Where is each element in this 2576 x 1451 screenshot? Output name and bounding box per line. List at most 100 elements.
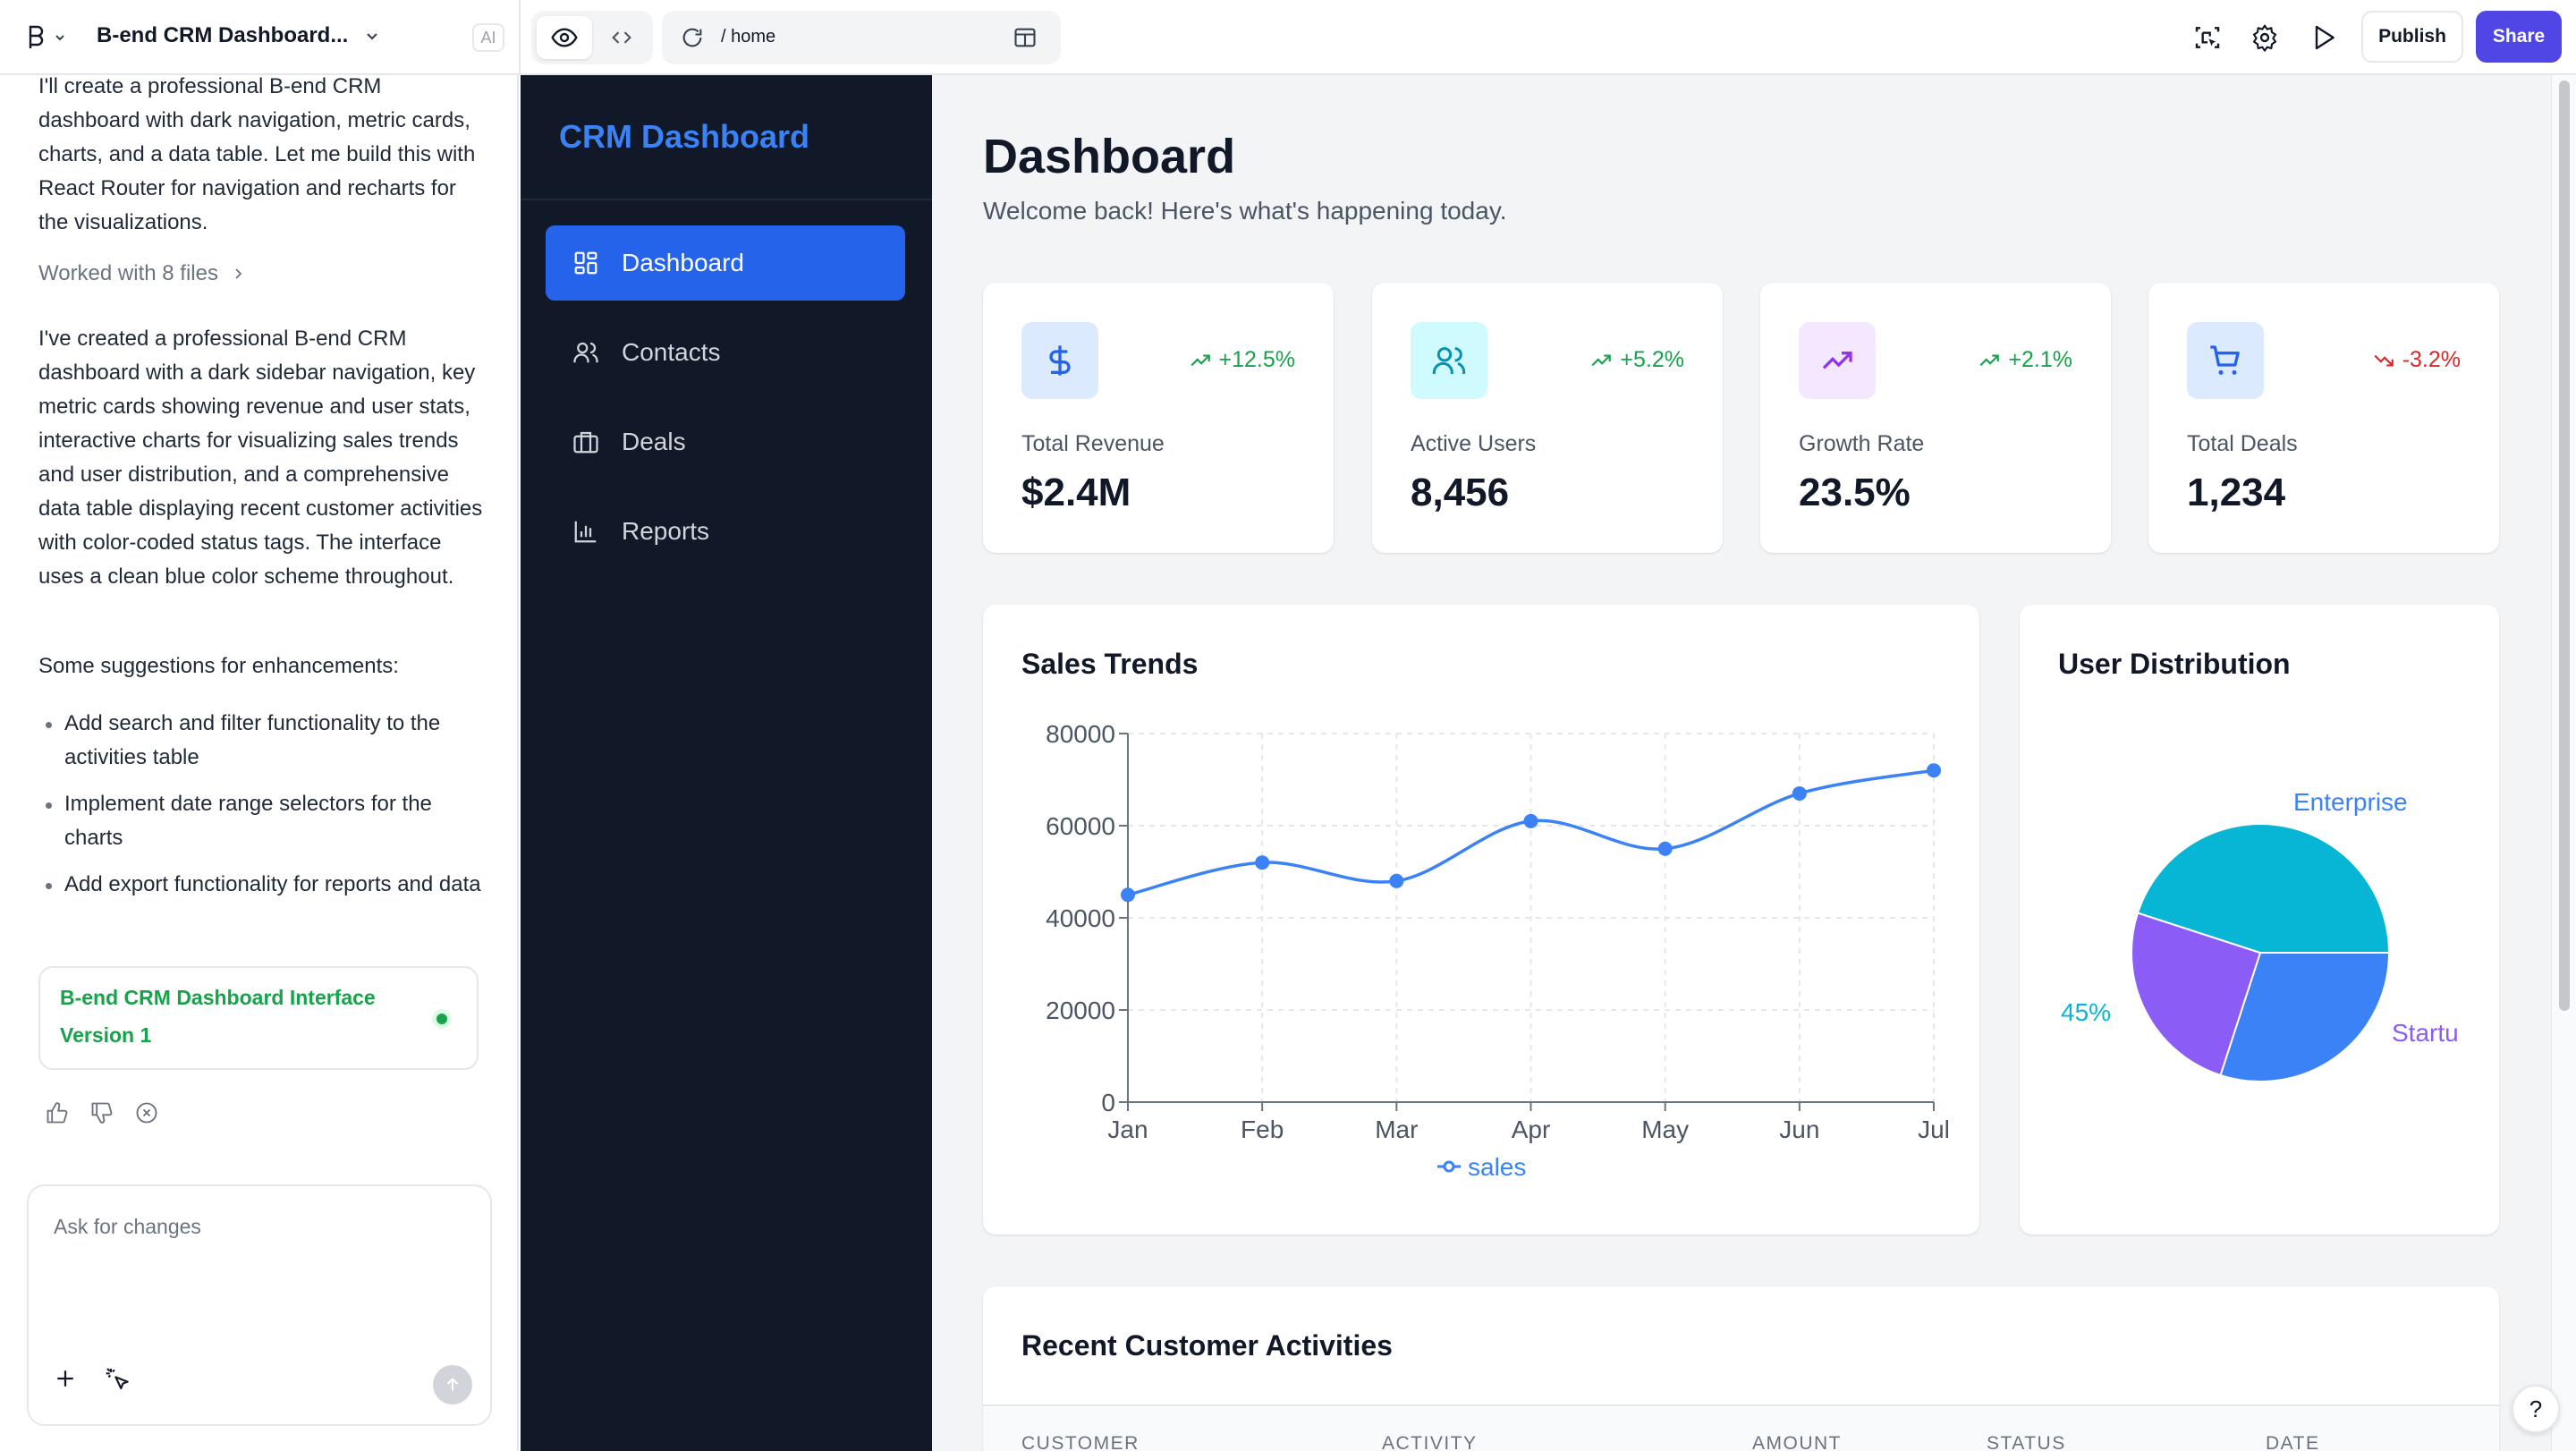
data-point [1121,887,1135,903]
x-tick-label: Jan [1107,1116,1148,1143]
arrow-up-icon [446,1378,459,1391]
select-cursor-icon[interactable] [104,1365,132,1394]
metric-label: Growth Rate [1799,431,1925,456]
url-bar[interactable]: / home [662,11,1061,64]
column-header-amount[interactable]: AMOUNT [1752,1433,1842,1451]
y-tick-label: 20000 [1046,997,1115,1024]
nav-item-dashboard[interactable]: Dashboard [546,225,905,301]
list-item: Add search and filter functionality to t… [38,707,489,775]
chevron-down-icon [55,35,64,41]
metric-value: 1,234 [2187,471,2286,514]
bar-chart-icon [574,521,597,543]
divider [521,199,932,200]
trending-up-icon [1190,354,1210,366]
data-point [1389,873,1404,888]
column-header-activity[interactable]: ACTIVITY [1382,1433,1478,1451]
chat-panel: I'll create a professional B-end CRM das… [0,75,519,1451]
share-button[interactable]: Share [2476,11,2562,63]
metric-change-value: -3.2% [2402,347,2461,372]
scrollbar[interactable] [2551,75,2576,1451]
column-header-customer[interactable]: CUSTOMER [1021,1433,1140,1451]
dollar-icon [1049,345,1071,376]
chat-input-placeholder: Ask for changes [54,1215,201,1238]
legend-label: sales [1468,1153,1526,1181]
nav-label: Dashboard [622,249,744,276]
gear-icon [2252,24,2277,52]
data-point [1927,763,1941,778]
sales-line-chart: 0 20000 40000 60000 80000 Jan Feb Mar Apr May Jun J… [1046,720,1950,1181]
chevron-down-icon[interactable] [361,25,383,47]
layout-icon[interactable] [1013,25,1038,50]
x-tick-label: Apr [1512,1116,1551,1143]
pie-slice-smb [2136,823,2391,954]
nav-label: Reports [622,517,710,545]
divider [519,0,521,75]
scroll-thumb[interactable] [2559,81,2570,1011]
select-element-button[interactable] [2190,20,2225,55]
briefcase-icon [573,431,598,454]
pie-label-smb: 45% [2061,998,2111,1026]
pie-slice-enterprise [2219,952,2391,1082]
ai-badge[interactable]: AI [472,23,504,52]
worked-files-toggle[interactable]: Worked with 8 files [38,261,245,286]
nav-item-contacts[interactable]: Contacts [546,315,905,390]
suggestions-title: Some suggestions for enhancements: [38,654,399,678]
x-tick-label: Jul [1918,1116,1950,1143]
version-label: Version 1 [60,1023,152,1047]
run-button[interactable] [2306,20,2342,55]
chevron-right-icon [235,268,242,279]
settings-button[interactable] [2247,20,2283,55]
trending-up-icon [1979,354,2000,366]
thumbs-up-icon[interactable] [45,1100,70,1125]
trending-down-icon [2374,354,2394,366]
x-tick-label: Feb [1241,1116,1284,1143]
metric-icon-box [1799,322,1876,399]
metric-card-revenue: +12.5% Total Revenue $2.4M [983,283,1334,553]
metric-icon-box [1411,322,1487,399]
help-button[interactable]: ? [2512,1385,2560,1433]
app-menu-button[interactable] [27,21,73,54]
nav-label: Contacts [622,338,721,366]
main-content: Dashboard Welcome back! Here's what's ha… [932,75,2551,1451]
shopping-cart-icon [2210,345,2240,375]
publish-button[interactable]: Publish [2361,11,2463,63]
legend-marker-dot [1443,1160,1455,1173]
code-view-button[interactable] [596,16,648,59]
send-button[interactable] [433,1365,472,1404]
logo-icon [29,25,44,48]
metric-change-value: +5.2% [1620,347,1684,372]
nav-item-reports[interactable]: Reports [546,494,905,569]
metric-change-value: +2.1% [2008,347,2072,372]
metric-card-growth: +2.1% Growth Rate 23.5% [1760,283,2111,553]
users-icon [573,342,598,363]
version-card[interactable]: B-end CRM Dashboard Interface Version 1 [38,966,479,1070]
preview-button[interactable] [537,16,592,59]
column-header-date[interactable]: DATE [2266,1433,2320,1451]
data-point [1657,841,1673,856]
project-title[interactable]: B-end CRM Dashboard... [97,23,349,47]
table-header: CUSTOMER ACTIVITY AMOUNT STATUS DATE [983,1404,2499,1451]
y-tick-label: 60000 [1046,812,1115,840]
pie-slice-startup [2131,912,2262,1077]
y-tick-label: 40000 [1046,904,1115,932]
view-toggle [531,11,653,64]
reload-icon[interactable] [680,25,705,50]
plus-icon[interactable] [52,1365,79,1392]
column-header-status[interactable]: STATUS [1987,1433,2066,1451]
nav-item-deals[interactable]: Deals [546,404,905,479]
x-tick-label: Jun [1779,1116,1819,1143]
user-distribution-title: User Distribution [2058,648,2291,680]
data-point [1523,813,1538,828]
worked-files-label: Worked with 8 files [38,261,218,285]
metric-icon-box [2187,322,2264,399]
chat-input[interactable]: Ask for changes [27,1184,492,1426]
y-tick-label: 80000 [1046,720,1115,748]
pie-label-startup: Startu [2392,1019,2459,1047]
trending-up-icon [1822,352,1852,369]
x-tick-label: Mar [1375,1116,1418,1143]
retry-icon[interactable] [134,1100,159,1125]
thumbs-down-icon[interactable] [89,1100,114,1125]
app-sidebar: CRM Dashboard Dashboard Contacts Deals R… [521,75,932,1451]
play-icon [2315,25,2334,50]
y-tick-label: 0 [1101,1089,1115,1116]
